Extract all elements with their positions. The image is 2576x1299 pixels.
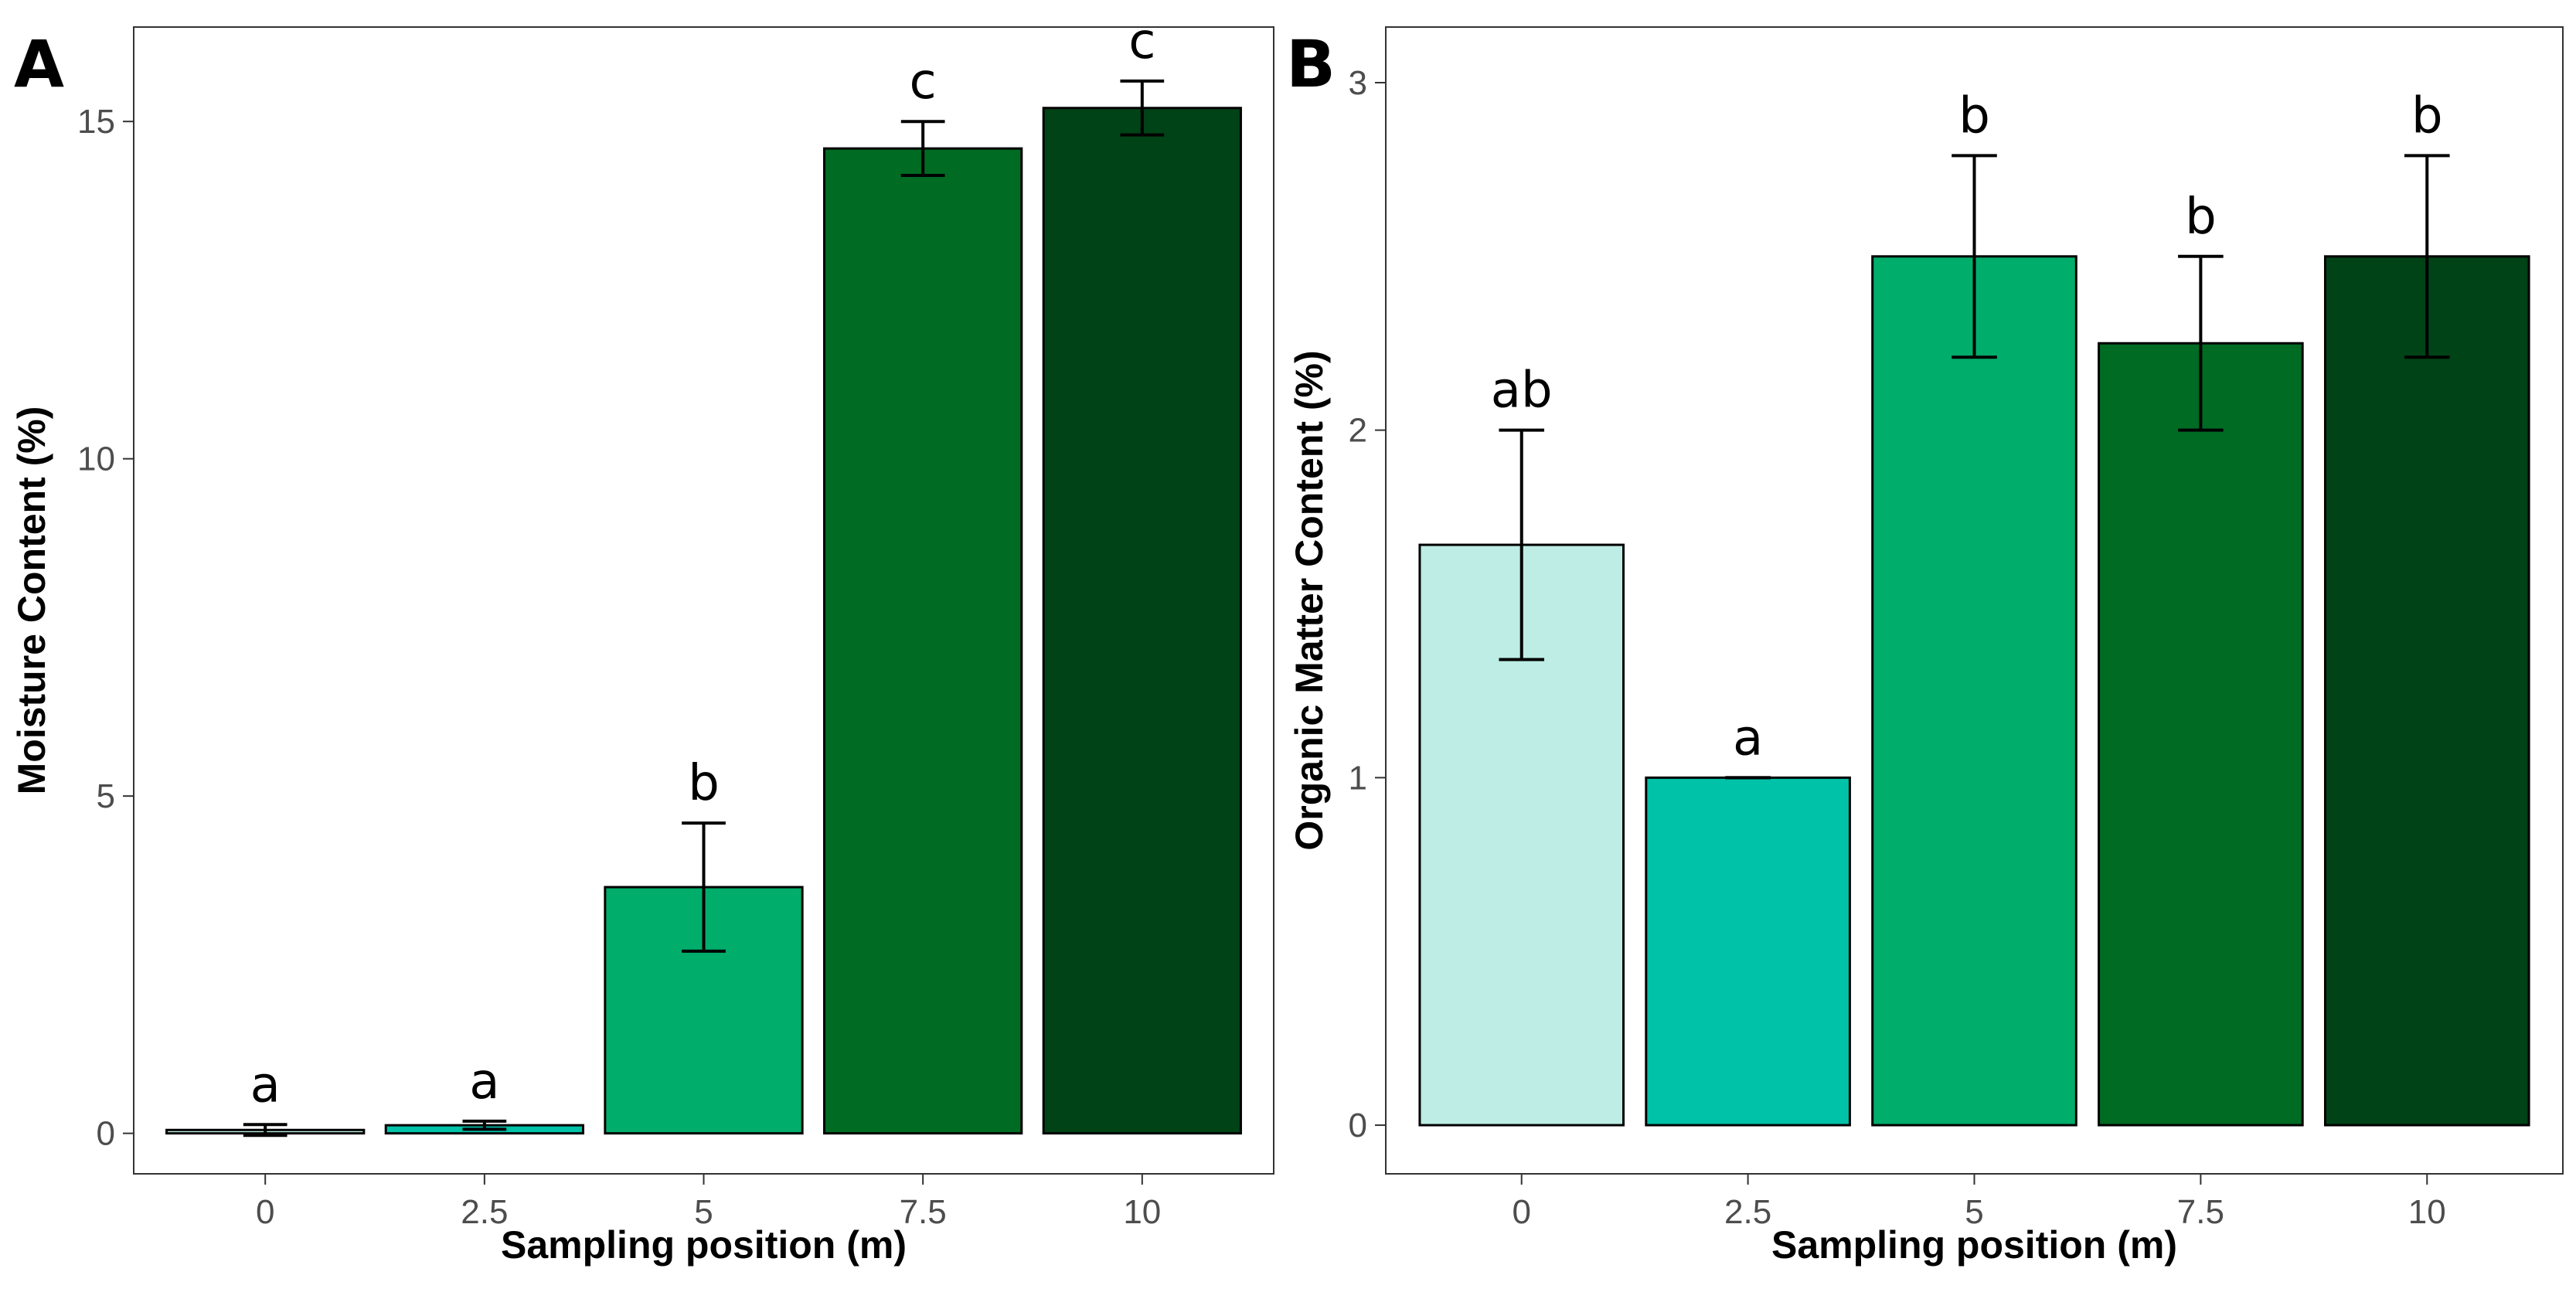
y-tick-label: 3 [1349, 64, 1367, 102]
panel-b: 0 1 2 3 ab 0 a 2.5 b 5 b 7.5 b 10 Sampling position (m… [1286, 26, 2564, 1267]
panel-label: B [1286, 26, 1336, 102]
panel-a: 0 5 10 15 a 0 a 2.5 b 5 c 7.5 c 10 Sampling position (… [10, 13, 1274, 1267]
y-tick-label: 15 [77, 103, 115, 141]
bar-10 [2323, 255, 2530, 1127]
bar-5 [1871, 255, 2077, 1127]
significance-letter: ab [1491, 362, 1553, 420]
x-tick-label: 0 [1512, 1193, 1530, 1231]
y-tick-label: 2 [1349, 412, 1367, 450]
x-tick-label: 2.5 [1724, 1193, 1771, 1231]
significance-letter: a [1733, 709, 1763, 767]
significance-letter: b [688, 755, 720, 812]
bar-10 [1042, 107, 1242, 1135]
y-tick-label: 5 [97, 777, 115, 815]
x-tick-label: 7.5 [900, 1193, 947, 1231]
x-tick-label: 5 [694, 1193, 713, 1231]
x-tick-label: 10 [2408, 1193, 2446, 1231]
significance-letter: a [250, 1056, 281, 1114]
y-tick-label: 0 [97, 1115, 115, 1153]
significance-letter: c [910, 53, 937, 111]
panel-label: A [14, 26, 64, 102]
y-tick-label: 0 [1349, 1107, 1367, 1144]
bar-2.5 [1645, 776, 1851, 1127]
x-tick-label: 5 [1965, 1193, 1983, 1231]
x-axis-title: Sampling position (m) [1771, 1223, 2177, 1267]
significance-letter: b [2185, 189, 2217, 246]
significance-letter: b [1958, 87, 1990, 145]
significance-letter: b [2411, 87, 2443, 145]
x-tick-label: 7.5 [2177, 1193, 2224, 1231]
x-tick-label: 2.5 [461, 1193, 508, 1231]
significance-letter: c [1128, 13, 1155, 70]
y-axis-title: Moisture Content (%) [10, 406, 53, 795]
x-tick-label: 10 [1123, 1193, 1161, 1231]
significance-letter: a [469, 1053, 499, 1110]
x-axis-title: Sampling position (m) [501, 1223, 907, 1267]
y-axis-title: Organic Matter Content (%) [1288, 350, 1331, 850]
y-tick-label: 10 [77, 440, 115, 478]
y-tick-label: 1 [1349, 759, 1367, 797]
bar-7.5 [2098, 342, 2304, 1127]
x-tick-label: 0 [256, 1193, 274, 1231]
bar-7.5 [823, 147, 1023, 1135]
